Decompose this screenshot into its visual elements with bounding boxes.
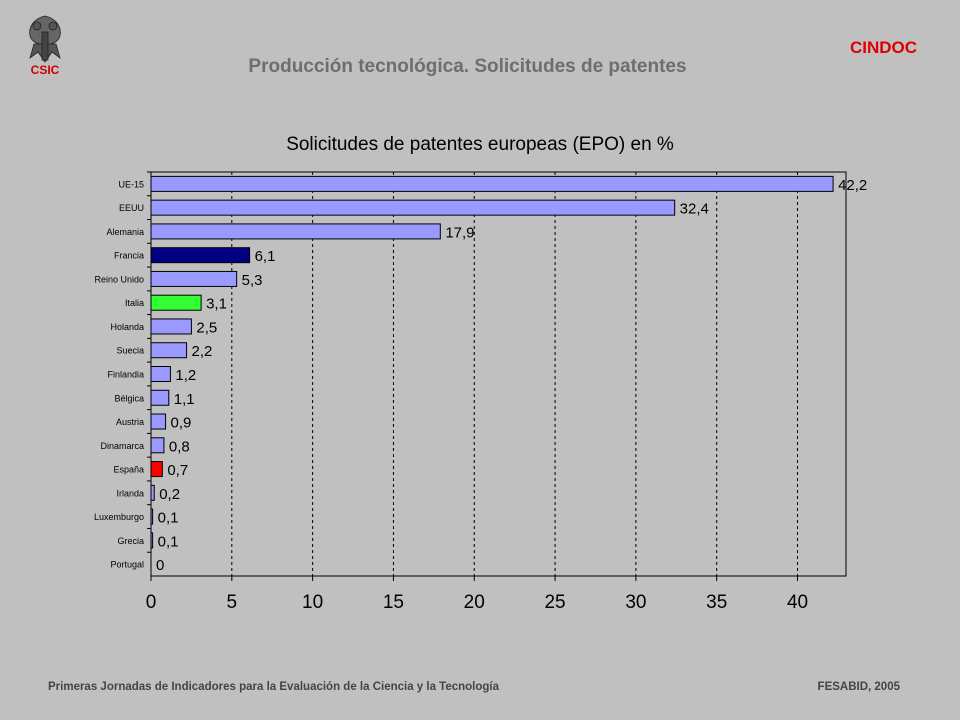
footer-right: FESABID, 2005 (817, 681, 900, 693)
category-label: Dinamarca (100, 441, 144, 451)
category-label: Grecia (117, 536, 144, 546)
value-label: 6,1 (255, 248, 276, 265)
bar-ue-15 (150, 175, 834, 192)
category-label: Reino Unido (94, 274, 144, 284)
x-tick-label: 20 (464, 592, 485, 613)
org-label: CINDOC (849, 38, 917, 57)
category-label: Luxemburgo (94, 512, 144, 522)
bar-reino-unido (150, 270, 238, 287)
bar-francia (150, 247, 251, 264)
category-label: España (113, 465, 144, 475)
category-label: Irlanda (116, 488, 144, 498)
bar-irlanda (150, 484, 155, 501)
category-label: EEUU (119, 203, 144, 213)
category-label: Austria (116, 417, 144, 427)
value-label: 2,2 (192, 343, 213, 360)
bar-suecia (150, 342, 188, 359)
value-label: 32,4 (680, 201, 709, 218)
value-label: 2,5 (196, 319, 217, 336)
value-label: 0,2 (159, 486, 180, 503)
value-label: 0,9 (171, 415, 192, 432)
value-label: 0,8 (169, 438, 190, 455)
category-label: Alemania (106, 227, 144, 237)
value-label: 1,1 (174, 391, 195, 408)
category-label: Francia (114, 251, 144, 261)
x-tick-label: 15 (383, 592, 404, 613)
category-label: UE-15 (118, 179, 144, 189)
x-tick-label: 5 (227, 592, 238, 613)
x-tick-label: 40 (787, 592, 808, 613)
value-label: 1,2 (175, 367, 196, 384)
category-label: Suecia (116, 346, 144, 356)
bar-italia (150, 294, 202, 311)
category-label: Finlandia (107, 370, 144, 380)
chart-title: Solicitudes de patentes europeas (EPO) e… (286, 134, 674, 155)
category-label: Holanda (110, 322, 144, 332)
bar-finlandia (150, 366, 171, 382)
category-label: Portugal (110, 560, 144, 570)
value-label: 42,2 (838, 177, 867, 194)
value-label: 5,3 (242, 272, 263, 289)
category-label: Italia (125, 298, 144, 308)
bar-luxemburgo (150, 508, 154, 525)
value-label: 0,7 (167, 462, 188, 479)
value-label: 0,1 (158, 533, 179, 550)
csic-logo: CSIC (20, 12, 70, 82)
bar-grecia (150, 532, 154, 549)
bar-holanda (150, 318, 192, 335)
footer-left: Primeras Jornadas de Indicadores para la… (48, 681, 500, 693)
page-title: Producción tecnológica. Solicitudes de p… (248, 56, 687, 77)
x-tick-label: 30 (625, 592, 646, 613)
bar-dinamarca (150, 437, 165, 454)
bar-alemania (150, 223, 441, 240)
value-label: 3,1 (206, 296, 227, 313)
bar-bélgica (150, 389, 170, 406)
bar-eeuu (150, 199, 676, 216)
value-label: 17,9 (445, 224, 474, 241)
category-label: Bélgica (114, 393, 144, 403)
x-tick-label: 0 (146, 592, 157, 613)
x-tick-label: 35 (706, 592, 727, 613)
x-tick-label: 10 (302, 592, 323, 613)
bar-españa (150, 461, 163, 478)
x-tick-label: 25 (544, 592, 565, 613)
csic-logo-text: CSIC (31, 63, 60, 77)
value-label: 0 (156, 557, 164, 574)
bar-austria (150, 413, 167, 430)
value-label: 0,1 (158, 510, 179, 527)
